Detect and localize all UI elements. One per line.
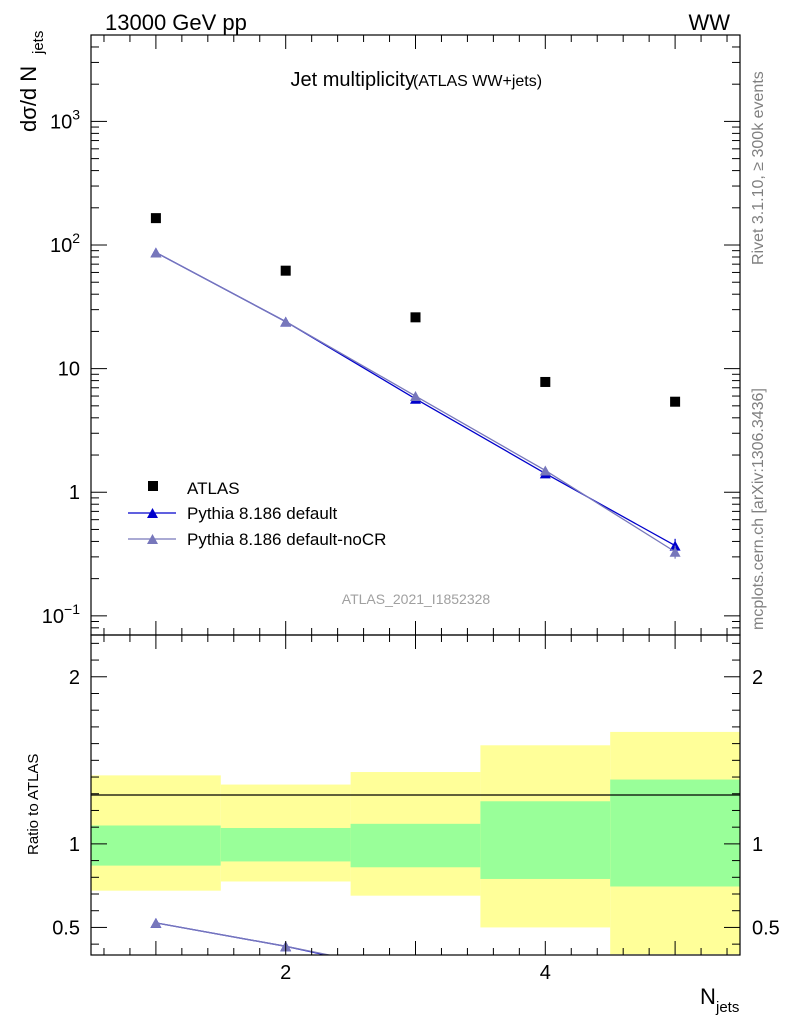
- ratio-inner-band: [480, 801, 611, 879]
- main-y-tick-label-base: 1: [69, 482, 80, 504]
- ratio-inner-band: [91, 825, 221, 866]
- ratio-y-tick-label-left: 2: [69, 667, 80, 689]
- ratio-nocr-point: [150, 917, 162, 928]
- legend: ATLAS Pythia 8.186 default Pythia 8.186 …: [128, 479, 386, 549]
- x-axis-label: N jets: [700, 984, 739, 1016]
- y-axis-label-main: dσ/d N: [16, 66, 41, 132]
- ratio-x-tick-label: 4: [540, 962, 551, 984]
- x-axis-label-sub: jets: [715, 999, 739, 1016]
- main-y-tick-label-base: 10: [50, 235, 72, 257]
- y-axis-label-sub: jets: [30, 31, 47, 55]
- legend-label-nocr: Pythia 8.186 default-noCR: [187, 530, 386, 549]
- atlas-data-point: [280, 265, 291, 276]
- legend-marker-default: [147, 508, 158, 518]
- main-y-tick-label-exp: −1: [64, 601, 80, 617]
- ratio-inner-band: [220, 828, 351, 862]
- x-axis-label-main: N: [700, 984, 716, 1009]
- pythia-nocr-point: [669, 546, 681, 557]
- main-y-tick-label-exp: 2: [72, 230, 80, 246]
- ratio-y-tick-label-right: 2: [752, 667, 763, 689]
- ratio-y-tick-label-right: 1: [752, 834, 763, 856]
- ratio-y-tick-label-left: 1: [69, 834, 80, 856]
- legend-marker-atlas: [148, 481, 158, 491]
- atlas-data-point: [410, 312, 421, 323]
- main-y-tick-label-base: 10: [42, 606, 64, 628]
- main-y-tick-label: 1: [69, 482, 80, 504]
- atlas-data-point: [670, 396, 681, 407]
- main-y-tick-label: 103: [50, 106, 80, 133]
- mcplots-label: mcplots.cern.ch [arXiv:1306.3436]: [750, 388, 767, 630]
- y-axis-label: dσ/d N jets: [16, 31, 47, 132]
- chart-subtitle: (ATLAS WW+jets): [413, 73, 542, 90]
- legend-label-atlas: ATLAS: [187, 479, 240, 498]
- main-y-tick-label: 102: [50, 230, 80, 257]
- atlas-data-point: [540, 376, 551, 387]
- ratio-default-line: [155, 922, 329, 955]
- ratio-nocr-line: [155, 922, 333, 955]
- main-y-tick-label-base: 10: [58, 359, 80, 381]
- ratio-inner-band: [350, 823, 481, 868]
- ratio-inner-band: [610, 779, 740, 887]
- analysis-label: ATLAS_2021_I1852328: [342, 591, 491, 607]
- chart-title: Jet multiplicity: [291, 69, 415, 91]
- main-y-tick-label-exp: 3: [72, 106, 80, 122]
- pythia-nocr-point: [539, 465, 551, 476]
- pythia-nocr-point: [280, 316, 292, 327]
- rivet-version-label: Rivet 3.1.10, ≥ 300k events: [750, 71, 767, 265]
- legend-label-default: Pythia 8.186 default: [187, 504, 338, 523]
- pythia-nocr-point: [150, 247, 162, 258]
- legend-marker-nocr: [147, 534, 158, 544]
- header-process-label: 13000 GeV pp: [105, 10, 247, 35]
- main-y-tick-label: 10: [58, 359, 80, 381]
- ratio-x-tick-label: 2: [280, 962, 291, 984]
- main-y-tick-label-base: 10: [50, 111, 72, 133]
- ratio-y-tick-label-left: 0.5: [52, 917, 80, 939]
- main-y-tick-label: 10−1: [42, 601, 80, 628]
- ratio-plot-panel: 2 4 0.5 0.5 1 1 2 2 Ratio to ATLAS N jets: [25, 634, 780, 1016]
- ratio-y-axis-label: Ratio to ATLAS: [25, 754, 42, 855]
- ratio-y-tick-label-right: 0.5: [752, 917, 780, 939]
- atlas-data-point: [150, 213, 161, 224]
- header-channel-label: WW: [688, 10, 730, 35]
- pythia-nocr-point: [410, 391, 421, 402]
